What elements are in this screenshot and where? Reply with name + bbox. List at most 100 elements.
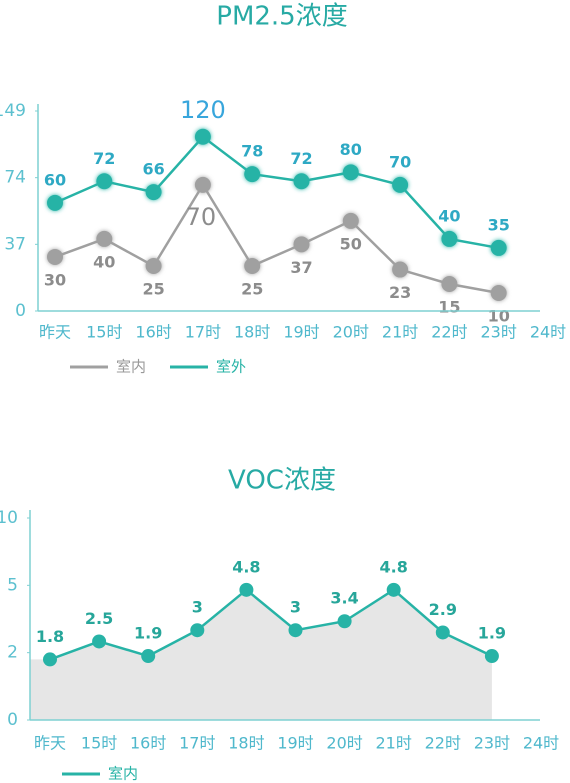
y-tick-label: 10 (0, 508, 18, 528)
series-line (49, 588, 493, 661)
point (441, 230, 458, 247)
point (342, 212, 359, 229)
data-label: 23 (389, 283, 411, 302)
legend-label: 室内 (116, 358, 146, 376)
x-tick-label: 24时 (530, 323, 566, 342)
data-label: 10 (488, 306, 510, 325)
x-tick-label: 昨天 (39, 323, 71, 342)
point (190, 623, 205, 638)
point (47, 194, 63, 211)
x-tick-label: 17时 (185, 323, 221, 342)
point (47, 248, 63, 265)
point (194, 176, 211, 193)
point (392, 261, 409, 278)
chart-title: PM2.5浓度 (216, 2, 347, 32)
area (30, 589, 492, 720)
data-label: 60 (44, 170, 66, 189)
data-label: 30 (44, 270, 66, 289)
x-tick-label: 15时 (86, 323, 122, 342)
point (435, 625, 450, 640)
data-label: 70 (186, 203, 217, 231)
data-label: 25 (142, 279, 164, 298)
point (145, 184, 162, 201)
point (293, 173, 310, 190)
x-tick-label: 16时 (135, 323, 171, 342)
x-tick-label: 22时 (431, 323, 467, 342)
data-label: 3 (290, 598, 301, 617)
y-tick-label: 0 (15, 301, 26, 321)
legend-label: 室内 (108, 765, 138, 783)
data-label: 1.9 (134, 624, 162, 643)
point (342, 164, 359, 181)
point (92, 634, 107, 649)
data-label: 2.9 (429, 600, 457, 619)
data-label: 70 (389, 152, 411, 171)
y-tick-label: 149 (0, 101, 26, 121)
x-tick-label: 20时 (333, 323, 369, 342)
x-tick-label: 15时 (81, 734, 117, 753)
chart-title: VOC浓度 (228, 466, 336, 496)
point (337, 614, 352, 629)
legend-label: 室外 (216, 358, 246, 376)
data-label: 40 (93, 252, 115, 271)
data-label: 3.4 (330, 589, 358, 608)
data-label: 1.9 (478, 624, 506, 643)
data-label: 37 (290, 258, 312, 277)
point (244, 257, 261, 274)
point (386, 582, 401, 597)
data-label: 1.8 (36, 627, 64, 646)
data-label: 2.5 (85, 609, 113, 628)
point (43, 652, 57, 667)
point (244, 166, 261, 183)
x-tick-label: 16时 (130, 734, 166, 753)
x-tick-label: 17时 (179, 734, 215, 753)
data-label: 15 (438, 297, 460, 316)
data-label: 80 (340, 140, 362, 159)
x-tick-label: 23时 (481, 323, 517, 342)
data-label: 50 (340, 234, 362, 253)
y-tick-label: 37 (4, 234, 26, 254)
point (392, 176, 409, 193)
point (441, 275, 458, 292)
point (96, 230, 113, 247)
point (490, 284, 507, 301)
data-label: 25 (241, 279, 263, 298)
x-tick-label: 22时 (425, 734, 461, 753)
x-tick-label: 昨天 (34, 734, 66, 753)
y-tick-label: 0 (7, 710, 18, 730)
point (484, 649, 499, 664)
data-label: 66 (142, 160, 164, 179)
series-line (54, 182, 499, 295)
y-tick-label: 5 (7, 575, 18, 595)
data-label: 3 (192, 598, 203, 617)
point (239, 582, 254, 597)
x-tick-label: 23时 (474, 734, 510, 753)
point (288, 623, 303, 638)
point (194, 128, 211, 145)
data-label: 35 (488, 215, 510, 234)
x-tick-label: 20时 (326, 734, 362, 753)
data-label: 40 (438, 206, 460, 225)
data-label: 120 (180, 96, 226, 124)
data-label: 4.8 (232, 557, 260, 576)
x-tick-label: 19时 (277, 734, 313, 753)
point (490, 239, 507, 256)
data-label: 72 (290, 149, 312, 168)
series-line (54, 135, 499, 250)
point (145, 257, 162, 274)
x-tick-label: 18时 (228, 734, 264, 753)
data-label: 78 (241, 142, 263, 161)
point (293, 236, 310, 253)
y-tick-label: 74 (4, 168, 26, 188)
x-tick-label: 21时 (376, 734, 412, 753)
point (141, 649, 156, 664)
point (96, 173, 113, 190)
x-tick-label: 18时 (234, 323, 270, 342)
x-tick-label: 21时 (382, 323, 418, 342)
x-tick-label: 24时 (523, 734, 559, 753)
y-tick-label: 2 (7, 643, 18, 663)
data-label: 4.8 (380, 557, 408, 576)
x-tick-label: 19时 (283, 323, 319, 342)
data-label: 72 (93, 149, 115, 168)
